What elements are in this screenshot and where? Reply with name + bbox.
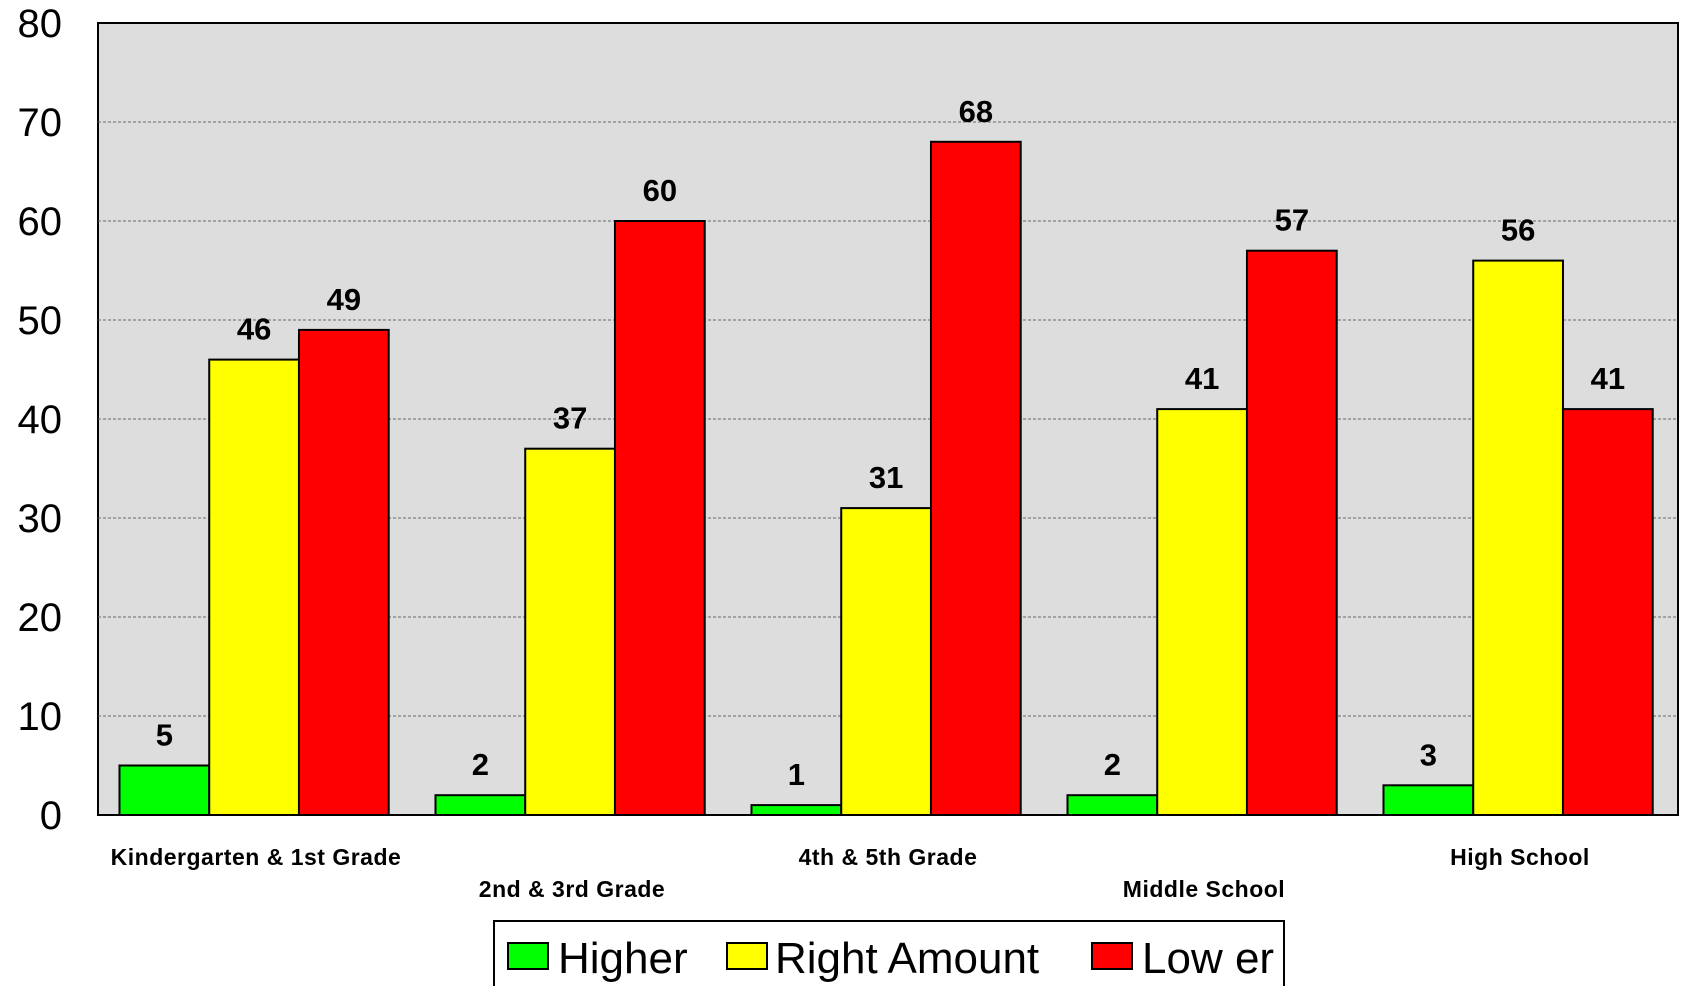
data-label: 3 <box>1420 737 1437 772</box>
y-axis-ticks: 0 10 20 30 40 50 60 70 80 <box>18 2 63 838</box>
data-label: 41 <box>1591 361 1625 396</box>
bar <box>524 447 616 816</box>
data-label: 31 <box>869 460 903 495</box>
x-tick-label: 2nd & 3rd Grade <box>479 876 665 902</box>
bar <box>1472 259 1564 817</box>
bar <box>840 507 932 816</box>
data-label: 2 <box>472 747 489 782</box>
legend-swatch <box>1091 942 1133 970</box>
bar <box>1245 249 1338 816</box>
bar <box>613 220 706 816</box>
data-label: 2 <box>1104 747 1121 782</box>
legend-label: Higher <box>558 934 688 983</box>
legend-swatch <box>726 942 768 970</box>
legend-swatch <box>507 942 549 970</box>
legend-label: Low er <box>1142 934 1274 983</box>
bar <box>750 804 843 816</box>
data-label: 49 <box>327 282 361 317</box>
y-tick-label: 50 <box>18 299 63 343</box>
y-tick-label: 60 <box>18 200 63 244</box>
legend-label: Right Amount <box>775 934 1039 983</box>
bar <box>1156 408 1248 816</box>
y-tick-label: 80 <box>18 2 63 46</box>
data-label: 60 <box>643 173 677 208</box>
legend-box <box>493 920 1285 986</box>
data-label: 37 <box>553 401 587 436</box>
y-tick-label: 30 <box>18 497 63 541</box>
bar <box>1382 784 1475 816</box>
y-tick-label: 40 <box>18 398 63 442</box>
x-tick-label: Kindergarten & 1st Grade <box>111 844 402 870</box>
x-axis-ticks: Kindergarten & 1st Grade 2nd & 3rd Grade 4… <box>111 844 1590 902</box>
legend: Higher Right Amount Low er <box>493 920 1285 986</box>
y-tick-label: 0 <box>40 794 62 838</box>
data-label: 56 <box>1501 213 1535 248</box>
bar <box>929 140 1022 817</box>
bar <box>1561 408 1654 816</box>
x-tick-label: Middle School <box>1123 876 1285 902</box>
data-label: 57 <box>1275 203 1309 238</box>
data-label: 46 <box>237 312 271 347</box>
x-tick-label: 4th & 5th Grade <box>799 844 978 870</box>
x-tick-label: High School <box>1450 844 1590 870</box>
data-labels: 5 46 49 2 37 60 1 31 68 2 41 57 3 56 41 <box>156 94 1625 792</box>
data-label: 68 <box>959 94 993 129</box>
y-tick-label: 20 <box>18 596 63 640</box>
y-tick-label: 10 <box>18 695 63 739</box>
bar <box>118 764 211 816</box>
bar <box>208 358 300 816</box>
bar <box>1066 794 1159 817</box>
data-label: 41 <box>1185 361 1219 396</box>
bar <box>434 794 527 817</box>
y-tick-label: 70 <box>18 101 63 145</box>
bar <box>297 328 390 816</box>
data-label: 5 <box>156 718 173 753</box>
data-label: 1 <box>788 757 805 792</box>
bars <box>118 140 1654 817</box>
